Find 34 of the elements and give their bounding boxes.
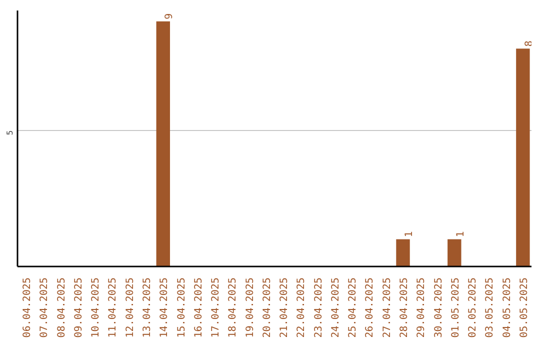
x-tick-label: 14.04.2025: [159, 277, 170, 338]
x-tick-label: 19.04.2025: [244, 277, 256, 338]
x-tick-label: 21.04.2025: [279, 277, 290, 338]
data-label: 9: [164, 13, 176, 20]
x-tick-label: 18.04.2025: [228, 277, 239, 338]
x-tick-label: 07.04.2025: [39, 277, 50, 338]
x-tick-label: 15.04.2025: [176, 277, 188, 338]
x-tick-label: 12.04.2025: [124, 277, 136, 338]
x-tick-label: 23.04.2025: [313, 277, 324, 338]
x-tick-label: 24.04.2025: [330, 277, 342, 338]
x-tick-label: 11.04.2025: [108, 277, 119, 338]
x-tick-label: 16.04.2025: [193, 277, 204, 338]
x-tick-label: 10.04.2025: [90, 277, 102, 338]
x-tick-label: 13.04.2025: [142, 277, 153, 338]
x-tick-label: 30.04.2025: [433, 277, 444, 338]
y-tick-label: 5: [6, 130, 14, 136]
x-tick-label: 08.04.2025: [56, 277, 68, 338]
data-label: 1: [455, 231, 466, 238]
x-tick-label: 09.04.2025: [73, 277, 84, 338]
x-tick-label: 28.04.2025: [399, 277, 410, 338]
x-tick-label: 04.05.2025: [502, 277, 513, 338]
x-tick-label: 25.04.2025: [348, 277, 359, 338]
x-tick-label: 20.04.2025: [262, 277, 273, 338]
data-label: 1: [404, 231, 415, 238]
x-tick-label: 06.04.2025: [22, 277, 34, 338]
x-tick-label: 17.04.2025: [210, 277, 222, 338]
x-tick-label: 03.05.2025: [484, 277, 496, 338]
x-tick-label: 02.05.2025: [468, 277, 479, 338]
x-tick-label: 01.05.2025: [450, 277, 462, 338]
x-tick-label: 26.04.2025: [364, 277, 376, 338]
x-tick-label: 27.04.2025: [382, 277, 393, 338]
x-tick-label: 29.04.2025: [416, 277, 428, 338]
x-tick-label: 22.04.2025: [296, 277, 308, 338]
x-tick-label: 05.05.2025: [518, 277, 530, 338]
